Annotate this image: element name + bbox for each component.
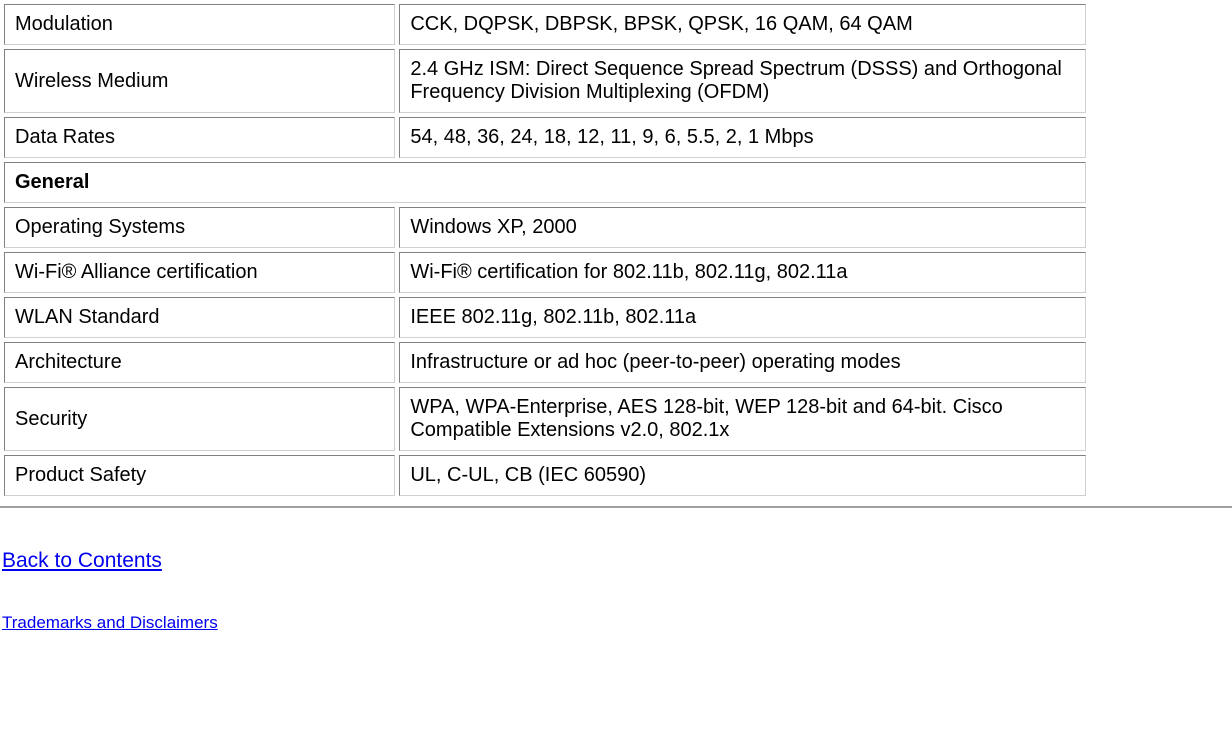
spec-label: Wi-Fi® Alliance certification [4, 252, 395, 293]
page-container: Modulation CCK, DQPSK, DBPSK, BPSK, QPSK… [0, 0, 1232, 756]
spec-value: CCK, DQPSK, DBPSK, BPSK, QPSK, 16 QAM, 6… [399, 4, 1086, 45]
spec-value: 2.4 GHz ISM: Direct Sequence Spread Spec… [399, 49, 1086, 113]
spec-value: IEEE 802.11g, 802.11b, 802.11a [399, 297, 1086, 338]
table-row: Security WPA, WPA-Enterprise, AES 128-bi… [4, 387, 1086, 451]
footer-links: Back to Contents Trademarks and Disclaim… [0, 509, 1232, 634]
table-row: Data Rates 54, 48, 36, 24, 18, 12, 11, 9… [4, 117, 1086, 158]
spec-value: Windows XP, 2000 [399, 207, 1086, 248]
section-header: General [4, 162, 1086, 203]
spec-value: Infrastructure or ad hoc (peer-to-peer) … [399, 342, 1086, 383]
spec-label: Architecture [4, 342, 395, 383]
spec-label: Security [4, 387, 395, 451]
spec-value: Wi-Fi® certification for 802.11b, 802.11… [399, 252, 1086, 293]
table-section-row: General [4, 162, 1086, 203]
spec-label: Product Safety [4, 455, 395, 496]
spec-label: Wireless Medium [4, 49, 395, 113]
table-row: Product Safety UL, C-UL, CB (IEC 60590) [4, 455, 1086, 496]
spec-value: UL, C-UL, CB (IEC 60590) [399, 455, 1086, 496]
spec-value: WPA, WPA-Enterprise, AES 128-bit, WEP 12… [399, 387, 1086, 451]
trademarks-link[interactable]: Trademarks and Disclaimers [2, 613, 218, 633]
specifications-table: Modulation CCK, DQPSK, DBPSK, BPSK, QPSK… [0, 0, 1090, 500]
table-row: WLAN Standard IEEE 802.11g, 802.11b, 802… [4, 297, 1086, 338]
table-row: Modulation CCK, DQPSK, DBPSK, BPSK, QPSK… [4, 4, 1086, 45]
spec-label: Modulation [4, 4, 395, 45]
spec-label: Operating Systems [4, 207, 395, 248]
table-row: Architecture Infrastructure or ad hoc (p… [4, 342, 1086, 383]
spec-label: WLAN Standard [4, 297, 395, 338]
table-row: Wireless Medium 2.4 GHz ISM: Direct Sequ… [4, 49, 1086, 113]
table-row: Operating Systems Windows XP, 2000 [4, 207, 1086, 248]
table-row: Wi-Fi® Alliance certification Wi-Fi® cer… [4, 252, 1086, 293]
back-to-contents-link[interactable]: Back to Contents [2, 549, 162, 573]
spec-label: Data Rates [4, 117, 395, 158]
spec-value: 54, 48, 36, 24, 18, 12, 11, 9, 6, 5.5, 2… [399, 117, 1086, 158]
table-body: Modulation CCK, DQPSK, DBPSK, BPSK, QPSK… [4, 4, 1086, 496]
